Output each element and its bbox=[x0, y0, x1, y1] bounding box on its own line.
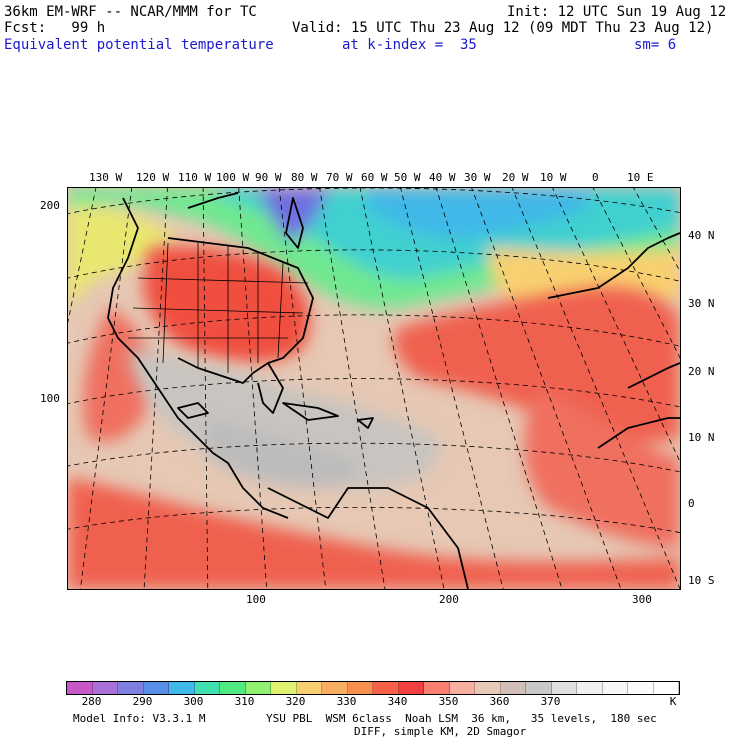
lat-lon-grid bbox=[68, 188, 680, 589]
lon-label: 80 W bbox=[291, 171, 318, 184]
lon-label: 70 W bbox=[326, 171, 353, 184]
colorbar-swatch bbox=[322, 682, 348, 694]
colorbar-label: 370 bbox=[540, 695, 561, 708]
grid-y-label: 200 bbox=[40, 199, 60, 212]
model-title: 36km EM-WRF -- NCAR/MMM for TC bbox=[4, 4, 257, 20]
colorbar-label: 360 bbox=[489, 695, 510, 708]
colorbar-swatch bbox=[449, 682, 475, 694]
lon-label: 10 W bbox=[540, 171, 567, 184]
model-info: Model Info: V3.3.1 M bbox=[73, 712, 206, 725]
level-index: at k-index = 35 bbox=[342, 37, 477, 53]
tropical-region bbox=[128, 348, 440, 488]
colorbar-label: 350 bbox=[438, 695, 459, 708]
lon-label: 30 W bbox=[464, 171, 491, 184]
grid-x-label: 100 bbox=[246, 593, 266, 606]
lon-label: 110 W bbox=[178, 171, 212, 184]
colorbar-label: 290 bbox=[132, 695, 153, 708]
colorbar-swatch bbox=[526, 682, 552, 694]
colorbar-unit: K bbox=[669, 695, 677, 708]
physics-info: YSU PBL WSM 6class Noah LSM 36 km, 35 le… bbox=[266, 712, 657, 725]
colorbar-swatch bbox=[398, 682, 424, 694]
colorbar-swatch bbox=[220, 682, 246, 694]
colorbar-label: 320 bbox=[285, 695, 306, 708]
colorbar-swatch bbox=[271, 682, 297, 694]
diffusion-info: DIFF, simple KM, 2D Smagor bbox=[354, 725, 527, 738]
colorbar-swatch bbox=[602, 682, 628, 694]
lon-label: 40 W bbox=[429, 171, 456, 184]
colorbar-swatch bbox=[194, 682, 220, 694]
field-name: Equivalent potential temperature bbox=[4, 37, 274, 53]
colorbar-swatch bbox=[169, 682, 195, 694]
lon-label: 60 W bbox=[361, 171, 388, 184]
lon-label: 0 bbox=[592, 171, 599, 184]
colorbar-swatch bbox=[551, 682, 577, 694]
grid-x-label: 200 bbox=[439, 593, 459, 606]
colorbar-swatch bbox=[424, 682, 450, 694]
valid-time: Valid: 15 UTC Thu 23 Aug 12 (09 MDT Thu … bbox=[292, 20, 714, 36]
colorbar-swatch bbox=[143, 682, 169, 694]
smoothing-value: sm= 6 bbox=[634, 37, 677, 53]
colorbar-swatch bbox=[373, 682, 399, 694]
colorbar-swatch bbox=[500, 682, 526, 694]
colorbar-label: 310 bbox=[234, 695, 255, 708]
colorbar-swatch bbox=[245, 682, 271, 694]
colorbar-swatch bbox=[577, 682, 603, 694]
colorbar-swatch bbox=[296, 682, 322, 694]
colorbar-swatch bbox=[92, 682, 118, 694]
lat-label: 0 bbox=[688, 497, 695, 510]
map-panel bbox=[67, 187, 681, 590]
lat-label: 10 N bbox=[688, 431, 715, 444]
lon-label: 10 E bbox=[627, 171, 654, 184]
init-time: Init: 12 UTC Sun 19 Aug 12 bbox=[507, 4, 727, 20]
colorbar-swatch bbox=[67, 682, 93, 694]
lat-label: 10 S bbox=[688, 574, 715, 587]
colorbar-swatch bbox=[347, 682, 373, 694]
forecast-hour: Fcst: 99 h bbox=[4, 20, 106, 36]
lat-label: 30 N bbox=[688, 297, 715, 310]
lon-label: 90 W bbox=[255, 171, 282, 184]
colorbar-label: 280 bbox=[81, 695, 102, 708]
lon-label: 50 W bbox=[394, 171, 421, 184]
colorbar-swatch bbox=[475, 682, 501, 694]
lon-label: 100 W bbox=[216, 171, 250, 184]
colorbar-label: 340 bbox=[387, 695, 408, 708]
colorbar-swatch bbox=[653, 682, 679, 694]
lat-label: 40 N bbox=[688, 229, 715, 242]
colorbar-swatch bbox=[628, 682, 654, 694]
lon-label: 20 W bbox=[502, 171, 529, 184]
colorbar bbox=[66, 681, 680, 695]
state-boundaries bbox=[128, 242, 309, 373]
grid-x-label: 300 bbox=[632, 593, 652, 606]
grid-y-label: 100 bbox=[40, 392, 60, 405]
theta-e-field bbox=[68, 188, 680, 589]
lon-label: 120 W bbox=[136, 171, 170, 184]
colorbar-label: 330 bbox=[336, 695, 357, 708]
lat-label: 20 N bbox=[688, 365, 715, 378]
lon-label: 130 W bbox=[89, 171, 123, 184]
colorbar-swatch bbox=[118, 682, 144, 694]
colorbar-label: 300 bbox=[183, 695, 204, 708]
coastlines bbox=[107, 192, 680, 589]
